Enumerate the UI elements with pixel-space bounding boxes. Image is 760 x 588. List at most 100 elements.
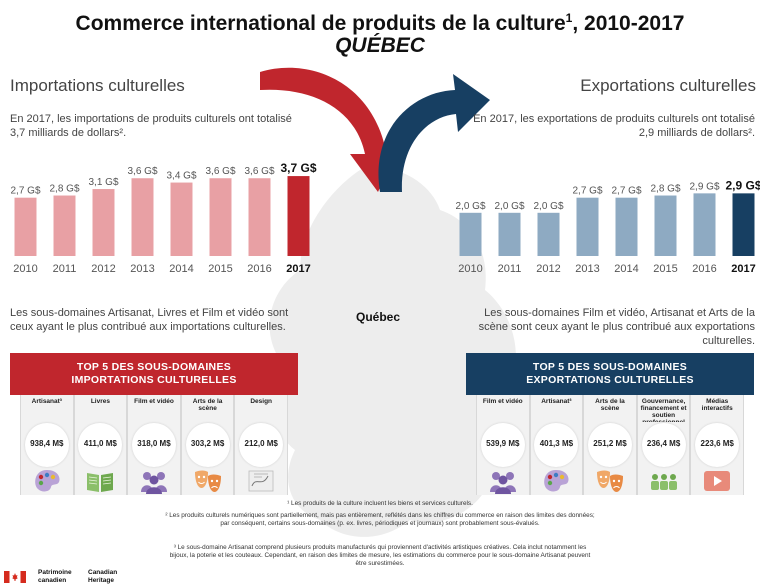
exports-bar-2014 bbox=[615, 197, 638, 256]
imports-year-label-2015: 2015 bbox=[208, 263, 232, 275]
exports-year-label-2013: 2013 bbox=[575, 263, 599, 275]
exports-bar-2010 bbox=[459, 212, 482, 256]
exports-bar-2016 bbox=[693, 193, 716, 256]
imports-year-label-2012: 2012 bbox=[91, 263, 115, 275]
exports-value-label-2011: 2,0 G$ bbox=[494, 201, 524, 212]
imports-top5-value-circle: 318,0 M$ bbox=[131, 423, 176, 467]
exports-bar-2012 bbox=[537, 212, 560, 256]
exports-value-label-2010: 2,0 G$ bbox=[455, 201, 485, 212]
imports-top5-value-circle: 212,0 M$ bbox=[239, 423, 284, 467]
exports-top5-label: Artisanat³ bbox=[541, 398, 572, 405]
map-label: Québec bbox=[356, 310, 401, 324]
imports-top5-value: 212,0 M$ bbox=[244, 439, 278, 448]
imports-bar-2012 bbox=[92, 189, 115, 256]
exports-bar-2015 bbox=[654, 195, 677, 256]
exports-top5-label: Médias interactifs bbox=[701, 398, 733, 412]
imports-value-label-2016: 3,6 G$ bbox=[244, 166, 274, 177]
exports-value-label-2015: 2,8 G$ bbox=[650, 184, 680, 195]
footnote-2: ² Les produits culturels numériques sont… bbox=[165, 512, 595, 527]
imports-year-label-2011: 2011 bbox=[53, 263, 77, 275]
trade-arrows bbox=[260, 67, 490, 192]
canada-flag-icon bbox=[4, 570, 26, 583]
imports-value-label-2013: 3,6 G$ bbox=[127, 166, 157, 177]
imports-top5-value: 318,0 M$ bbox=[137, 439, 171, 448]
export-arrow bbox=[378, 74, 490, 192]
imports-top5-value-circle: 938,4 M$ bbox=[24, 423, 69, 467]
exports-top5-value-circle: 236,4 M$ bbox=[641, 423, 686, 467]
imports-top5-label: Artisanat³ bbox=[31, 398, 62, 405]
exports-top5-value-circle: 223,6 M$ bbox=[695, 423, 740, 467]
exports-top5-item: Médias interactifs 223,6 M$ bbox=[690, 395, 744, 495]
imports-year-label-2014: 2014 bbox=[169, 263, 193, 275]
imports-top5-label: Film et vidéo bbox=[134, 398, 174, 405]
exports-value-label-2013: 2,7 G$ bbox=[572, 186, 602, 197]
imports-year-label-2013: 2013 bbox=[130, 263, 154, 275]
footnote-3: ³ Le sous-domaine Artisanat comprend plu… bbox=[169, 544, 591, 567]
exports-bar-2011 bbox=[498, 212, 521, 256]
exports-top5-value: 539,9 M$ bbox=[486, 439, 520, 448]
imports-bar-2010 bbox=[14, 197, 37, 256]
imports-heading: Importations culturelles bbox=[10, 76, 185, 95]
imports-top5-value: 303,2 M$ bbox=[190, 439, 225, 448]
exports-top5-ribbon: TOP 5 DES SOUS-DOMAINES EXPORTATIONS CUL… bbox=[466, 353, 754, 395]
footer-en: Canadian Heritage bbox=[88, 569, 118, 584]
exports-bar-chart: 2,0 G$ 2010 2,0 G$ 2011 2,0 G$ 2012 2,7 G$ 2013… bbox=[455, 178, 760, 275]
exports-year-label-2014: 2014 bbox=[614, 263, 638, 275]
imports-top5-value: 411,0 M$ bbox=[83, 439, 117, 448]
exports-bar-2017 bbox=[732, 193, 755, 256]
audience-icon bbox=[139, 468, 169, 494]
imports-year-label-2017: 2017 bbox=[286, 263, 310, 275]
exports-top5-label: Gouvernance, financement et soutien prof… bbox=[640, 398, 687, 422]
imports-bar-2015 bbox=[209, 178, 232, 256]
exports-top5-item: Gouvernance, financement et soutien prof… bbox=[636, 395, 691, 495]
imports-top5-item: Artisanat³ 938,4 M$ bbox=[20, 395, 74, 495]
imports-top5-panel: TOP 5 DES SOUS-DOMAINES IMPORTATIONS CUL… bbox=[10, 353, 298, 498]
exports-intro: En 2017, les exportations de produits cu… bbox=[473, 113, 755, 139]
imports-top5-label: Arts de la scène bbox=[192, 398, 223, 412]
exports-top5-value: 236,4 M$ bbox=[646, 439, 681, 448]
imports-bar-2014 bbox=[170, 182, 193, 256]
exports-top5-value-circle: 251,2 M$ bbox=[587, 423, 632, 467]
imports-bar-2013 bbox=[131, 178, 154, 256]
exports-top5-label: Arts de la scène bbox=[595, 398, 625, 412]
imports-top5-item: Film et vidéo 318,0 M$ bbox=[127, 395, 181, 495]
exports-top5-item: Arts de la scène 251,2 M$ bbox=[583, 395, 637, 495]
imports-bar-2011 bbox=[53, 195, 76, 256]
exports-year-label-2011: 2011 bbox=[498, 263, 522, 275]
group-icon bbox=[649, 468, 679, 494]
exports-year-label-2015: 2015 bbox=[653, 263, 677, 275]
imports-bar-chart: 2,7 G$ 2010 2,8 G$ 2011 3,1 G$ 2012 3,6 G$ 2013… bbox=[10, 161, 316, 275]
import-arrow bbox=[260, 67, 400, 192]
theatre-masks-icon bbox=[595, 468, 625, 494]
exports-value-label-2016: 2,9 G$ bbox=[689, 181, 719, 192]
exports-top5-value-circle: 401,3 M$ bbox=[534, 423, 579, 467]
imports-top5-label: Design bbox=[250, 398, 273, 405]
page-subtitle: QUÉBEC bbox=[335, 34, 425, 57]
exports-top5-item: Artisanat³ 401,3 M$ bbox=[529, 395, 584, 495]
design-sketch-icon bbox=[246, 468, 276, 494]
exports-top5-value: 223,6 M$ bbox=[700, 439, 734, 448]
exports-year-label-2017: 2017 bbox=[731, 263, 755, 275]
imports-year-label-2016: 2016 bbox=[247, 263, 271, 275]
imports-value-label-2015: 3,6 G$ bbox=[205, 166, 235, 177]
exports-heading: Exportations culturelles bbox=[580, 76, 756, 95]
imports-bar-2016 bbox=[248, 178, 271, 256]
imports-summary: Les sous-domaines Artisanat, Livres et F… bbox=[10, 307, 289, 333]
exports-top5-value: 401,3 M$ bbox=[539, 439, 574, 448]
exports-top5-panel: TOP 5 DES SOUS-DOMAINES EXPORTATIONS CUL… bbox=[466, 353, 754, 498]
imports-year-label-2010: 2010 bbox=[13, 263, 37, 275]
imports-top5-value: 938,4 M$ bbox=[30, 439, 64, 448]
imports-top5-item: Design 212,0 M$ bbox=[234, 395, 288, 495]
palette-icon bbox=[541, 468, 571, 494]
exports-value-label-2017: 2,9 G$ bbox=[725, 178, 760, 192]
theatre-masks-icon bbox=[193, 468, 223, 494]
exports-top5-value-circle: 539,9 M$ bbox=[480, 423, 525, 467]
exports-top5-columns: Film et vidéo 539,9 M$ Artisanat³ 401,3 M$ A… bbox=[476, 395, 744, 497]
imports-top5-value-circle: 303,2 M$ bbox=[185, 423, 230, 467]
footer-fr: Patrimoine canadien bbox=[38, 569, 72, 584]
exports-summary: Les sous-domaines Film et vidéo, Artisan… bbox=[478, 307, 755, 347]
page-title: Commerce international de produits de la… bbox=[75, 11, 685, 35]
imports-value-label-2010: 2,7 G$ bbox=[10, 186, 40, 197]
exports-top5-label: Film et vidéo bbox=[482, 398, 523, 405]
imports-top5-columns: Artisanat³ 938,4 M$ Livres 411,0 M$ Film et … bbox=[20, 395, 288, 497]
